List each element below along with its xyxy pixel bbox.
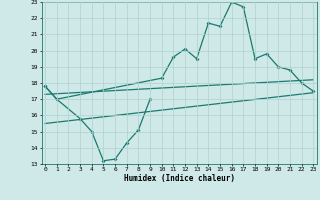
X-axis label: Humidex (Indice chaleur): Humidex (Indice chaleur) [124, 174, 235, 183]
